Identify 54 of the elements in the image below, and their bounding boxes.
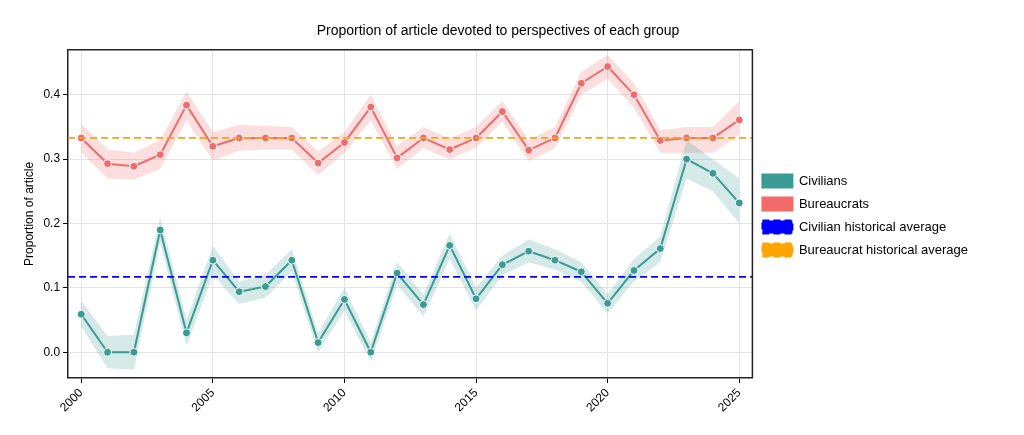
- legend-label: Bureaucrat historical average: [798, 241, 968, 257]
- point: [629, 90, 639, 100]
- point: [129, 161, 139, 171]
- chart-title: Proportion of article devoted to perspectives of each group: [316, 22, 680, 39]
- point: [471, 294, 481, 304]
- point: [655, 136, 665, 146]
- y-tick-label: 0.1: [43, 280, 61, 295]
- point: [734, 115, 744, 125]
- point: [445, 145, 455, 155]
- point: [366, 347, 376, 357]
- point: [392, 268, 402, 278]
- point: [734, 198, 744, 208]
- point: [392, 153, 402, 163]
- point: [445, 240, 455, 250]
- point: [287, 255, 297, 265]
- point: [550, 255, 560, 265]
- point: [603, 298, 613, 308]
- y-tick-label: 0.3: [43, 151, 61, 166]
- point: [182, 328, 192, 338]
- point: [234, 287, 244, 297]
- point: [418, 300, 428, 310]
- y-tick-label: 0.0: [43, 344, 61, 359]
- point: [576, 267, 586, 277]
- y-tick-label: 0.2: [43, 215, 61, 230]
- point: [155, 225, 165, 235]
- y-axis-title: Proportion of article: [21, 161, 36, 266]
- point: [603, 62, 613, 72]
- point: [339, 294, 349, 304]
- legend-label: Bureaucrats: [798, 195, 870, 211]
- point: [655, 244, 665, 254]
- point: [497, 107, 507, 117]
- point: [366, 102, 376, 112]
- point: [208, 141, 218, 151]
- point: [524, 246, 534, 256]
- point: [313, 158, 323, 168]
- point: [76, 309, 86, 319]
- point: [708, 168, 718, 178]
- point: [260, 282, 270, 292]
- point: [182, 100, 192, 110]
- point: [155, 150, 165, 160]
- point: [497, 260, 507, 270]
- legend-label: Civilians: [798, 172, 848, 188]
- point: [629, 265, 639, 275]
- point: [103, 159, 113, 169]
- point: [339, 137, 349, 147]
- point: [208, 255, 218, 265]
- legend-label: Civilian historical average: [798, 218, 947, 234]
- point: [524, 145, 534, 155]
- point: [576, 78, 586, 88]
- point: [103, 347, 113, 357]
- point: [129, 347, 139, 357]
- point: [682, 154, 692, 164]
- point: [313, 338, 323, 348]
- y-tick-label: 0.4: [43, 87, 61, 102]
